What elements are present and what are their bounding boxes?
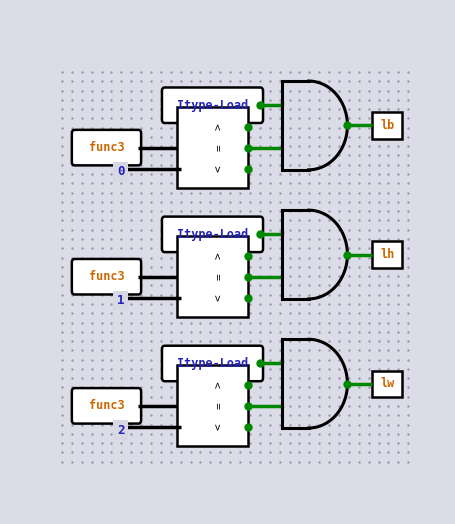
FancyBboxPatch shape xyxy=(162,216,263,252)
Text: Itype-Load: Itype-Load xyxy=(177,357,248,370)
Text: 1: 1 xyxy=(116,294,124,308)
Text: Itype-Load: Itype-Load xyxy=(177,228,248,241)
FancyBboxPatch shape xyxy=(72,259,141,294)
Text: >: > xyxy=(214,381,224,388)
Text: func3: func3 xyxy=(88,270,124,283)
FancyBboxPatch shape xyxy=(72,130,141,166)
Text: =: = xyxy=(214,274,224,280)
Text: <: < xyxy=(214,423,224,430)
FancyBboxPatch shape xyxy=(72,388,141,423)
Text: lw: lw xyxy=(379,377,394,390)
Text: >: > xyxy=(214,253,224,259)
Text: <: < xyxy=(214,294,224,301)
Text: 2: 2 xyxy=(116,423,124,436)
Text: =: = xyxy=(214,402,224,409)
Text: func3: func3 xyxy=(88,399,124,412)
Bar xyxy=(177,107,248,188)
Bar xyxy=(372,370,402,397)
Text: <: < xyxy=(214,165,224,172)
Text: lb: lb xyxy=(379,119,394,132)
Bar xyxy=(372,112,402,138)
Bar xyxy=(177,366,248,446)
Text: =: = xyxy=(214,144,224,151)
Text: >: > xyxy=(214,123,224,130)
FancyBboxPatch shape xyxy=(162,88,263,123)
Bar xyxy=(177,236,248,317)
Text: Itype-Load: Itype-Load xyxy=(177,99,248,112)
Text: lh: lh xyxy=(379,248,394,261)
FancyBboxPatch shape xyxy=(162,346,263,381)
Bar xyxy=(372,242,402,268)
Text: func3: func3 xyxy=(88,141,124,154)
Text: 0: 0 xyxy=(116,165,124,178)
